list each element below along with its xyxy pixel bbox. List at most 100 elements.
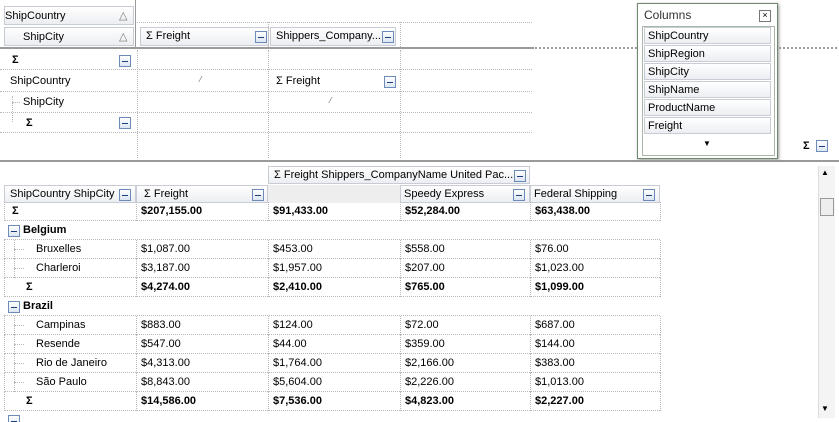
button[interactable] [384,76,396,88]
sigma: Σ [26,281,33,293]
dotted-line [4,278,5,297]
dotted-line [400,50,401,158]
group-label[interactable]: Belgium [23,224,67,236]
sigma: Σ [803,140,810,152]
cell: $4,823.00 [405,395,454,407]
dotted-line [4,391,660,392]
scroll-up[interactable]: ▲ [821,168,829,177]
field-item[interactable]: ShipName [644,81,771,98]
field-header[interactable] [270,27,396,46]
header-cell[interactable] [530,185,660,203]
cell: $383.00 [535,357,575,369]
dotted-line [4,277,660,278]
dotted-line [400,392,401,411]
button[interactable] [8,415,20,422]
button[interactable] [513,189,525,201]
dotted-line [136,392,137,411]
cell: $4,274.00 [141,281,190,293]
dotted-line [530,240,531,259]
dotted-line [268,50,269,158]
dotted-line [14,325,24,326]
dotted-line [530,335,531,354]
row-label: Resende [36,338,81,350]
dotted-line [4,410,660,411]
button[interactable] [252,189,264,201]
close-button[interactable]: × [759,10,771,22]
field-item[interactable]: ShipCountry [644,27,771,44]
columns-panel: Columns × ShipCountry ShipRegion ShipCity S… [637,3,778,159]
button[interactable] [816,140,828,152]
cell: $52,284.00 [405,205,461,217]
header-label: Σ Freight [144,188,189,200]
scroll-down[interactable]: ▼ [821,404,829,413]
cell: $547.00 [141,338,181,350]
dotted-line [4,259,5,278]
cell: $1,023.00 [535,262,584,274]
dotted-line [137,22,532,23]
dotted-line [660,392,661,411]
dotted-line [4,353,660,354]
sigma: Σ [26,395,33,407]
dotted-line [14,268,24,269]
dotted-line [4,296,660,297]
scroll-thumb[interactable] [820,198,834,216]
row-field: ShipCountry [10,75,71,87]
button[interactable] [8,301,20,313]
field-item[interactable]: Freight [644,117,771,134]
header-cell[interactable] [4,185,136,203]
button[interactable] [255,31,267,43]
dotted-line [400,354,401,373]
dropdown[interactable]: ▼ [703,139,711,148]
dotted-line [4,373,5,392]
dotted-line [136,373,137,392]
dotted-line [400,335,401,354]
button[interactable] [119,55,131,67]
row-label: São Paulo [36,376,87,388]
header-cell[interactable] [136,185,268,203]
cell: $91,433.00 [273,205,329,217]
dotted-line [0,132,532,133]
header-cell[interactable] [400,185,530,203]
field-item[interactable]: ShipCity [644,63,771,80]
dotted-line [400,240,401,259]
cell: $3,187.00 [141,262,190,274]
dotted-line [4,316,5,335]
dotted-line [268,316,269,335]
splitter [0,160,839,162]
cell: $1,764.00 [273,357,322,369]
field-item[interactable]: ProductName [644,99,771,116]
dotted-line [530,202,531,221]
button[interactable] [643,189,655,201]
group-label[interactable]: Brazil [23,300,53,312]
scrollbar[interactable]: ▲ ▼ [818,166,835,418]
dotted-line [14,363,24,364]
button[interactable] [119,117,131,129]
dotted-line [530,259,531,278]
cell: $14,586.00 [141,395,197,407]
cell: $359.00 [405,338,445,350]
cell: $76.00 [535,243,569,255]
header-label: Federal Shipping [534,188,618,200]
header-label: ShipCountry ShipCity [10,188,115,200]
dotted-line [4,220,660,221]
header-cell[interactable] [268,166,530,184]
resize-mark: ⁄ [330,96,332,105]
button[interactable] [382,31,394,43]
cell: $8,843.00 [141,376,190,388]
header-label: Speedy Express [404,188,485,200]
dotted-line [136,316,137,335]
cell: $4,313.00 [141,357,190,369]
cell: $72.00 [405,319,439,331]
field-item[interactable]: ShipRegion [644,45,771,62]
dotted-line [268,354,269,373]
row-label: Rio de Janeiro [36,357,107,369]
field-header[interactable]: ShipCountry △ [4,6,134,25]
cell: $558.00 [405,243,445,255]
button[interactable] [8,225,20,237]
button[interactable] [119,189,131,201]
field-header[interactable]: ShipCity △ [4,27,134,46]
button[interactable] [514,170,526,182]
dotted-line [136,240,137,259]
dotted-line [660,335,661,354]
dotted-line [4,240,5,259]
